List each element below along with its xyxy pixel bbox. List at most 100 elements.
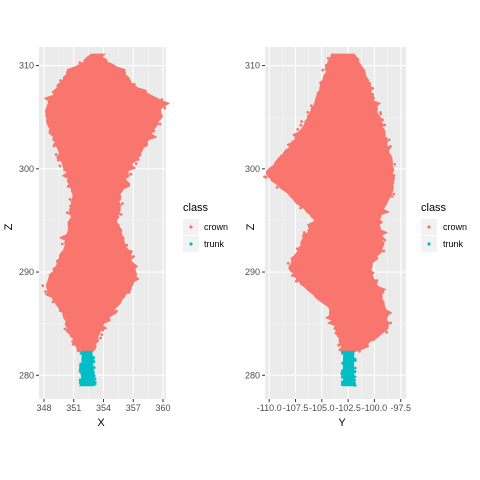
legend-left: class crown trunk: [183, 202, 228, 252]
point-crown: [51, 90, 55, 94]
x-tick-label: -100.0: [362, 403, 388, 413]
point-crown: [306, 110, 310, 114]
point-crown: [138, 153, 142, 157]
point-crown: [302, 231, 306, 234]
point-crown: [132, 82, 136, 86]
point-crown: [118, 204, 122, 208]
x-axis-title-right: Y: [338, 417, 346, 429]
point-crown: [381, 290, 385, 294]
legend-right: class crown trunk: [421, 202, 467, 252]
x-tick-label: 357: [126, 403, 141, 413]
point-crown: [388, 155, 392, 159]
y-tick-label: 280: [245, 370, 260, 380]
x-tick-label: -105.0: [309, 403, 335, 413]
y-tick-label: 290: [245, 267, 260, 277]
point-trunk: [341, 361, 345, 365]
point-crown: [51, 300, 55, 304]
point-crown: [389, 144, 392, 148]
point-crown: [163, 106, 167, 110]
point-crown: [99, 336, 102, 340]
point-crown: [338, 348, 342, 352]
y-axis-title-right: Z: [245, 223, 257, 230]
y-tick-label: 290: [19, 267, 34, 277]
point-trunk: [340, 350, 344, 354]
legend-label-crown-left: crown: [204, 222, 228, 232]
point-crown: [63, 327, 67, 331]
panel-x-z: 280 290 300 310 348 351 354 357 360: [19, 47, 171, 413]
point-crown: [78, 61, 82, 65]
y-tick-label: 300: [19, 164, 34, 174]
point-crown: [392, 192, 396, 196]
point-crown: [83, 59, 87, 63]
y-tick-label: 310: [245, 61, 260, 71]
point-crown: [291, 140, 295, 144]
point-trunk: [92, 366, 96, 370]
legend-point-trunk-right: [427, 242, 431, 246]
point-crown: [368, 82, 372, 85]
point-crown: [63, 168, 66, 172]
legend-label-crown-right: crown: [443, 222, 467, 232]
point-crown: [65, 70, 69, 74]
point-crown: [263, 175, 266, 179]
point-crown: [286, 261, 290, 265]
point-crown: [296, 127, 300, 131]
point-trunk: [93, 377, 97, 381]
point-crown: [299, 206, 303, 210]
point-crown: [117, 208, 121, 212]
point-crown: [275, 186, 279, 189]
point-crown: [379, 291, 382, 295]
point-trunk: [92, 374, 96, 378]
point-trunk: [341, 369, 344, 373]
point-cloud-trunk: [342, 350, 355, 387]
point-crown: [371, 87, 375, 90]
point-crown: [379, 117, 383, 121]
point-crown: [337, 334, 340, 338]
point-crown: [123, 72, 127, 75]
y-tick-label: 280: [19, 370, 34, 380]
legend-point-crown-right: [427, 225, 431, 229]
point-crown: [381, 123, 385, 127]
point-crown: [324, 63, 328, 67]
point-crown: [391, 181, 395, 185]
point-crown: [54, 153, 58, 156]
point-crown: [390, 194, 394, 198]
legend-label-trunk-right: trunk: [443, 239, 464, 249]
point-crown: [332, 320, 336, 324]
point-crown: [101, 328, 105, 332]
point-cloud-crown: [265, 53, 395, 353]
point-crown: [119, 213, 123, 216]
point-trunk: [340, 380, 344, 384]
point-crown: [337, 343, 341, 347]
y-tick-label: 300: [245, 164, 260, 174]
y-axis-title-left: Z: [3, 223, 15, 230]
point-crown: [41, 284, 45, 288]
point-crown: [58, 164, 62, 168]
y-tick-label: 310: [19, 61, 34, 71]
point-trunk: [79, 363, 83, 367]
x-tick-label: -102.5: [335, 403, 361, 413]
point-crown: [358, 349, 361, 353]
point-crown: [373, 336, 377, 340]
x-tick-label: 354: [96, 403, 111, 413]
x-tick-label: -107.5: [283, 403, 309, 413]
point-crown: [48, 274, 52, 277]
point-crown: [68, 197, 72, 201]
point-trunk: [79, 370, 83, 373]
point-crown: [69, 204, 72, 208]
point-crown: [130, 256, 133, 260]
point-crown: [129, 172, 133, 176]
point-crown: [43, 290, 47, 294]
point-trunk: [78, 378, 82, 382]
point-crown: [111, 310, 115, 314]
point-trunk: [93, 382, 97, 386]
point-crown: [333, 327, 337, 331]
point-crown: [376, 219, 380, 222]
point-crown: [280, 154, 284, 158]
point-crown: [126, 175, 129, 179]
point-trunk: [91, 356, 95, 360]
point-crown: [295, 275, 298, 278]
x-tick-label: -97.5: [390, 403, 411, 413]
point-trunk: [340, 375, 344, 379]
point-crown: [379, 112, 383, 116]
